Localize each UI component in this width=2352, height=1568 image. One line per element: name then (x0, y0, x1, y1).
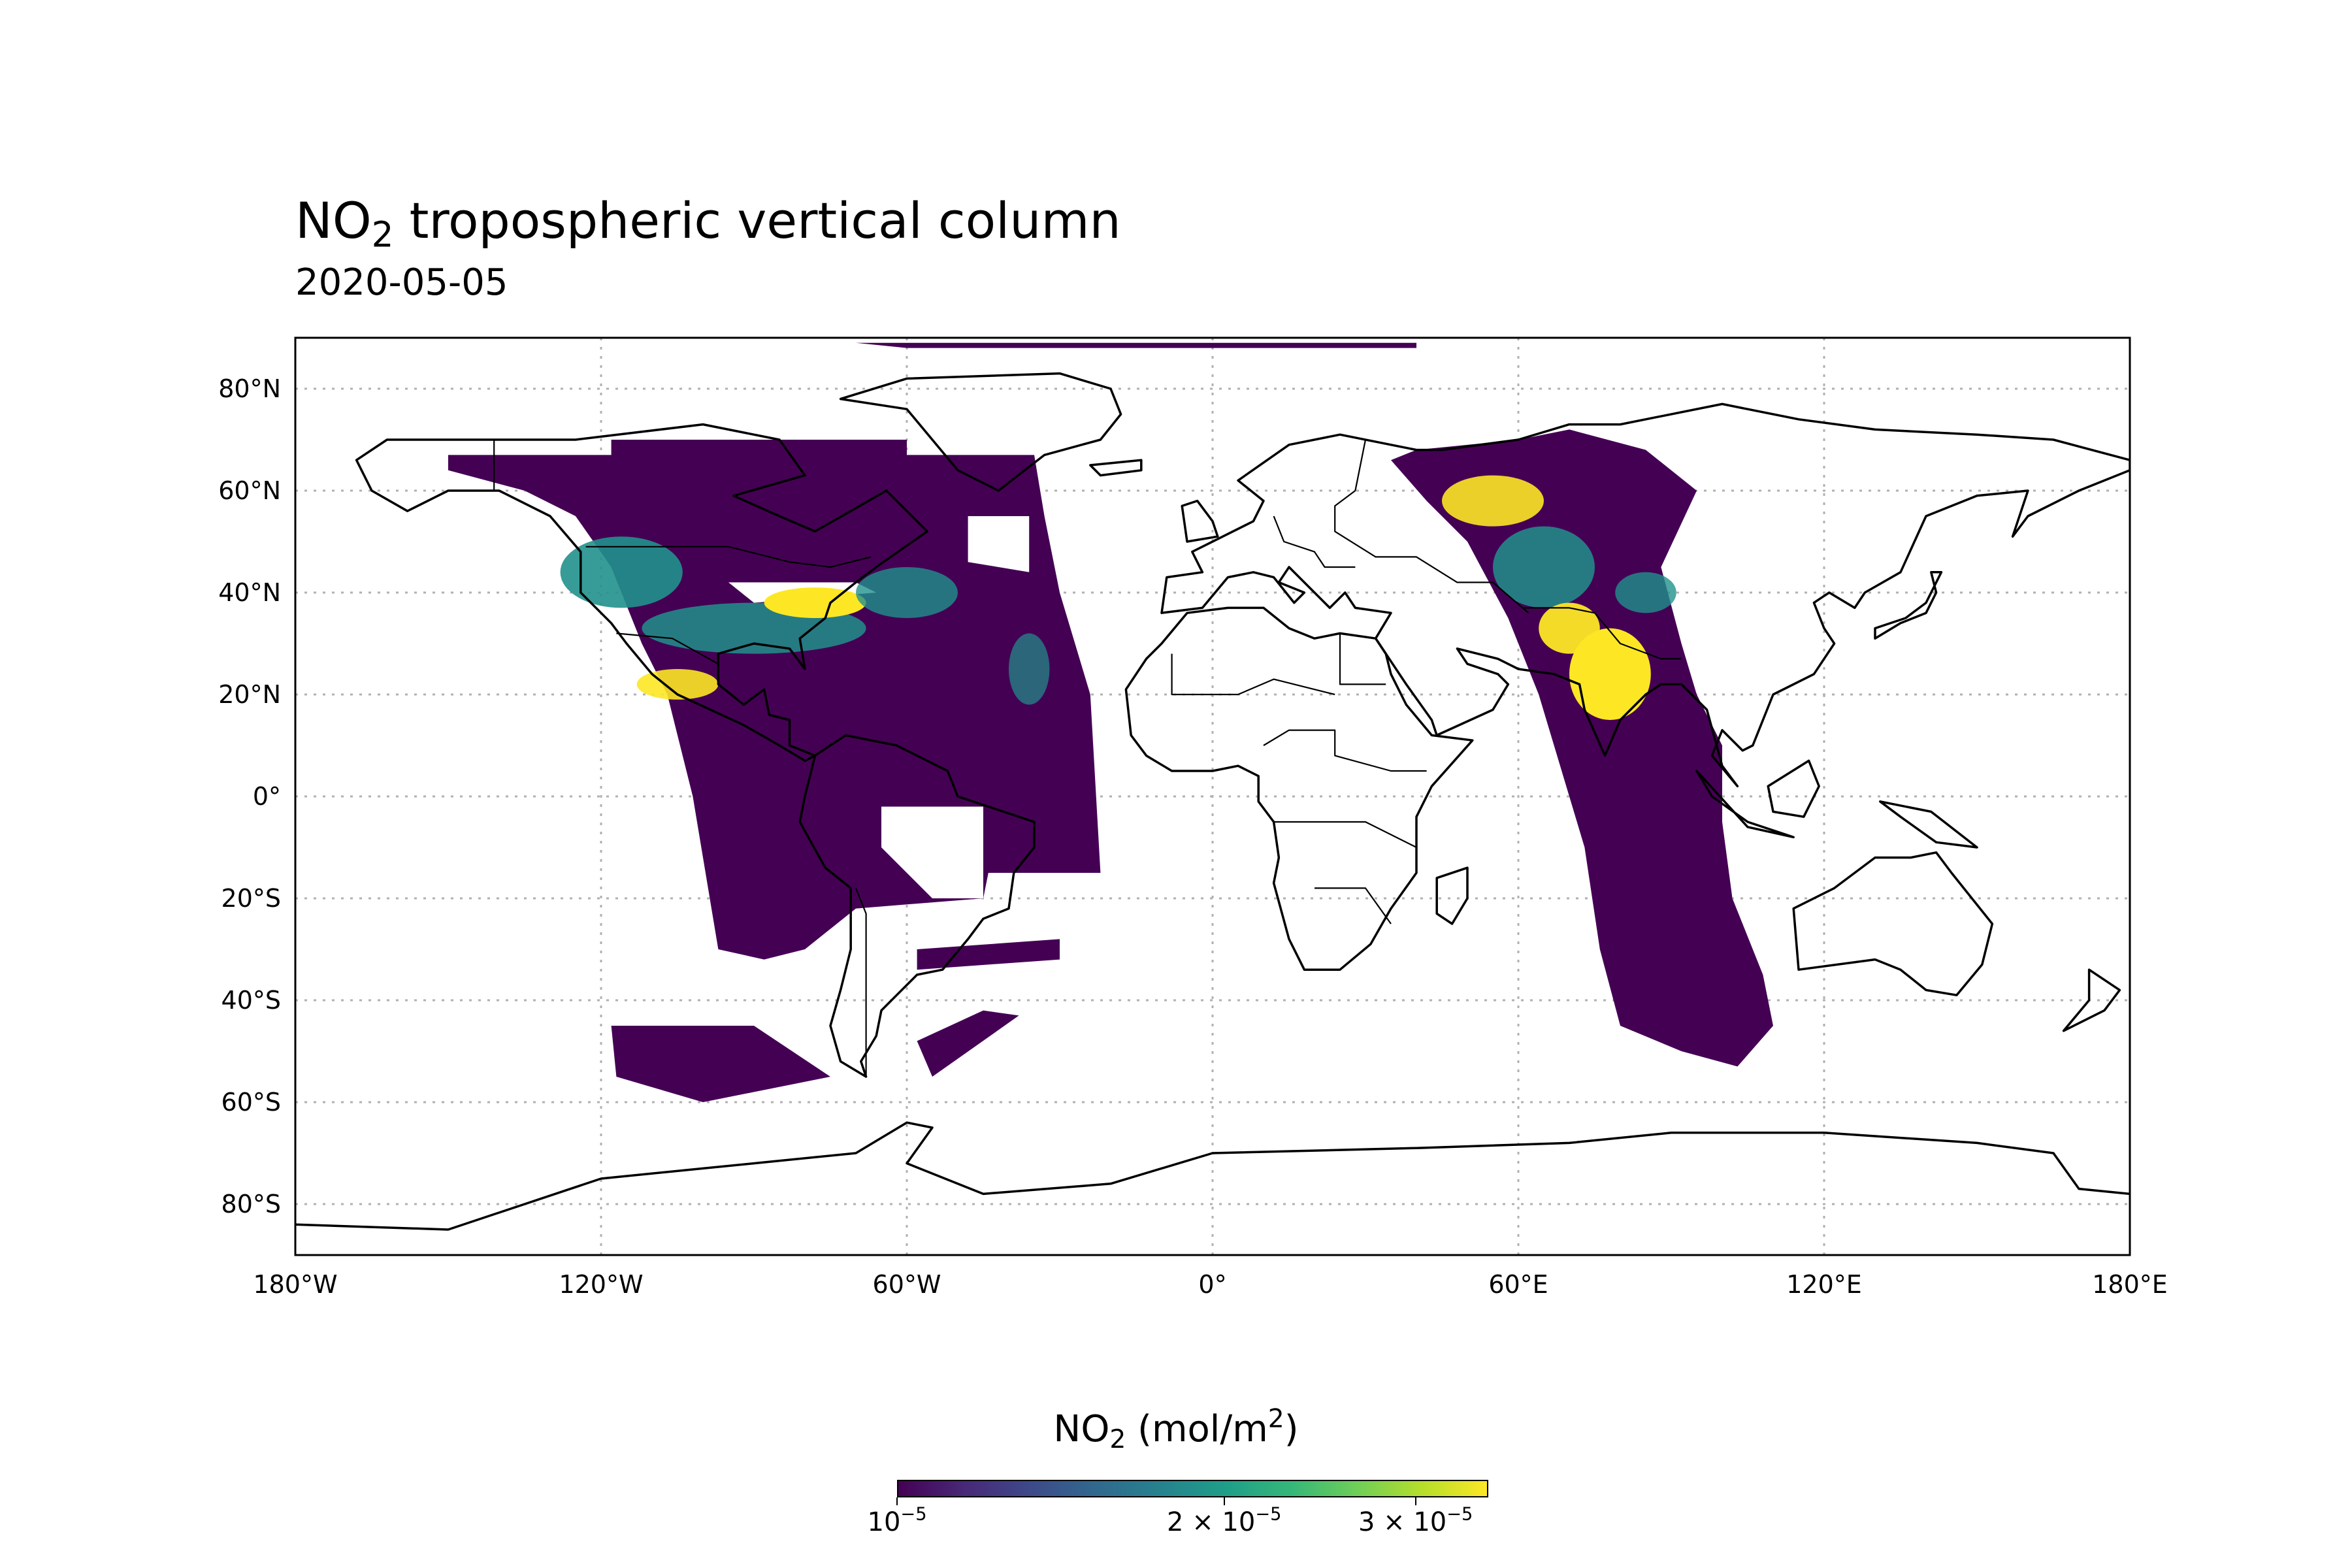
x-tick-label: 60°E (1488, 1270, 1548, 1299)
no2-mid-xinjiang (1615, 572, 1676, 613)
no2-mid-pacific-nw (560, 536, 683, 608)
title-prefix: NO (295, 191, 372, 250)
country-border (1171, 653, 1335, 696)
coastline-south-america (798, 734, 1036, 1078)
no2-high-mexico (636, 669, 719, 700)
cb-label-prefix: NO (1053, 1408, 1110, 1450)
no2-swath-south-atlantic (917, 1010, 1019, 1077)
coastline-new-zealand (2062, 968, 2121, 1032)
colorbar (897, 1480, 1488, 1497)
no2-high-pakistan (1539, 602, 1600, 654)
no2-swath-arctic (856, 342, 1416, 348)
no2-swath-south-pacific (611, 1026, 830, 1102)
coastline-greenland (839, 372, 1122, 492)
colorbar-tick-label: 2 × 10−5 (1167, 1506, 1281, 1537)
y-tick-label: 0° (253, 782, 281, 811)
no2-mid-atlantic-2 (1009, 633, 1050, 705)
tick-exponent: −5 (1446, 1504, 1473, 1525)
country-border (1273, 821, 1417, 848)
map-subtitle-date: 2020-05-05 (295, 261, 508, 304)
country-border (616, 632, 719, 665)
no2-swath-south-atlantic-2 (917, 939, 1060, 970)
coastline-antarctica (295, 1121, 2130, 1231)
country-border (1334, 439, 1529, 614)
no2-mid-central-asia (1493, 526, 1595, 608)
y-axis-ticks: 80°N 60°N 40°N 20°N 0° 20°S 40°S 60°S 80°S (218, 374, 281, 1218)
x-tick-label: 180°E (2092, 1270, 2168, 1299)
tick-exponent: −5 (900, 1504, 927, 1525)
title-subscript: 2 (371, 214, 394, 255)
no2-gap-amazon (881, 806, 983, 898)
x-tick-label: 60°W (873, 1270, 941, 1299)
y-tick-label: 40°S (221, 986, 281, 1015)
y-tick-label: 60°N (218, 476, 281, 505)
colorbar-label: NO2 (mol/m2) (0, 1406, 2352, 1452)
country-border (585, 546, 872, 568)
y-tick-label: 80°N (218, 374, 281, 403)
y-tick-label: 80°S (221, 1190, 281, 1218)
cb-label-sup: 2 (1267, 1404, 1284, 1434)
no2-data-layer (448, 342, 1773, 1102)
country-border (1523, 607, 1682, 660)
y-tick-label: 40°N (218, 578, 281, 607)
country-border (1273, 515, 1356, 568)
tick-base: 2 × 10 (1167, 1507, 1256, 1537)
map-title: NO2 tropospheric vertical column (295, 196, 1121, 252)
coastline-eurasia (1160, 402, 2130, 788)
coastline-indonesia (1695, 770, 1795, 839)
coastline-north-america (355, 423, 928, 762)
no2-swath-asia (1391, 429, 1773, 1067)
cb-label-sub: 2 (1109, 1424, 1126, 1454)
coastline-uk (1181, 499, 1219, 543)
colorbar-tick (1223, 1497, 1225, 1505)
no2-mid-atlantic (856, 567, 958, 618)
colorbar-tick (1414, 1497, 1416, 1505)
colorbar-tick (896, 1497, 898, 1505)
colorbar-tick-label: 10−5 (867, 1506, 927, 1537)
country-border (855, 887, 867, 1077)
country-border (1263, 729, 1427, 772)
coastlines-and-borders (295, 372, 2130, 1231)
no2-high-russia (1442, 475, 1544, 527)
y-tick-label: 20°S (221, 884, 281, 913)
coastline-iceland (1089, 459, 1143, 477)
country-border (1339, 633, 1386, 685)
x-tick-label: 180°W (253, 1270, 337, 1299)
no2-high-us-east (764, 587, 866, 618)
y-tick-label: 60°S (221, 1088, 281, 1117)
colorbar-tick-label: 3 × 10−5 (1358, 1506, 1473, 1537)
coastline-japan (1874, 571, 1943, 640)
y-tick-label: 20°N (218, 680, 281, 709)
map-frame (294, 336, 2131, 1256)
title-rest: tropospheric vertical column (393, 191, 1121, 250)
tick-base: 3 × 10 (1358, 1507, 1447, 1537)
coastline-australia (1792, 851, 1994, 996)
tick-exponent: −5 (1255, 1504, 1282, 1525)
no2-high-india (1569, 628, 1651, 720)
country-border (1315, 887, 1392, 924)
cb-label-mid: (mol/m (1126, 1408, 1268, 1450)
x-tick-label: 120°W (559, 1270, 643, 1299)
coastline-borneo (1767, 759, 1820, 818)
tick-base: 10 (867, 1507, 901, 1537)
x-tick-label: 0° (1198, 1270, 1226, 1299)
no2-gap-atlantic (968, 516, 1030, 572)
cb-label-end: ) (1284, 1408, 1299, 1450)
coastline-africa (1124, 606, 1474, 971)
x-axis-ticks: 180°W 120°W 60°W 0° 60°E 120°E 180°E (253, 1270, 2167, 1299)
coastline-madagascar (1435, 866, 1469, 925)
coastline-new-guinea (1879, 800, 1978, 849)
x-tick-label: 120°E (1786, 1270, 1862, 1299)
